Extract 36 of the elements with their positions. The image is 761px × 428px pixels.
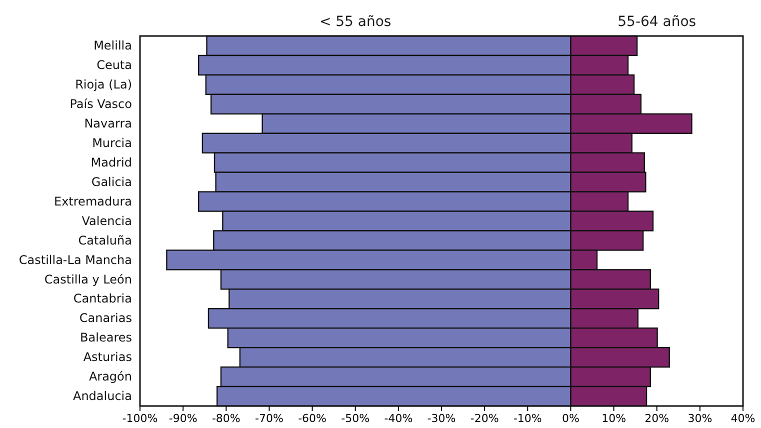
y-tick-label: Murcia	[92, 136, 132, 150]
y-tick-label: Cataluña	[78, 233, 132, 248]
y-tick-label: Canarias	[79, 311, 132, 326]
x-tick-label: 0%	[562, 412, 580, 425]
y-tick-label: País Vasco	[70, 97, 132, 111]
x-tick-label: -80%	[212, 412, 240, 425]
y-tick-label: Castilla y León	[44, 272, 132, 286]
x-tick-label: -100%	[122, 412, 158, 425]
series-label: < 55 años	[319, 14, 392, 30]
y-tick-label: Andalucia	[72, 389, 132, 404]
y-tick-label: Extremadura	[54, 194, 132, 208]
x-tick-label: 30%	[688, 412, 712, 425]
y-tick-label: Valencia	[82, 214, 132, 228]
series-label: 55-64 años	[618, 14, 696, 30]
x-tick-label: -20%	[470, 412, 499, 425]
y-tick-label: Ceuta	[96, 58, 132, 72]
y-tick-label: Baleares	[80, 330, 132, 345]
x-tick-label: -70%	[255, 412, 284, 425]
x-tick-label: -40%	[384, 412, 413, 425]
y-tick-label: Aragón	[88, 370, 132, 384]
y-tick-label: Galicia	[91, 174, 132, 189]
x-tick-label: 10%	[602, 412, 626, 425]
x-tick-label: -90%	[168, 412, 198, 425]
y-tick-label: Castilla-La Mancha	[18, 252, 132, 267]
x-tick-label: -50%	[341, 412, 370, 425]
x-tick-label: 20%	[644, 412, 670, 425]
x-tick-label: -10%	[513, 412, 542, 425]
x-tick-label: -30%	[427, 412, 456, 425]
y-tick-label: Cantabria	[73, 292, 132, 306]
y-tick-label: Navarra	[84, 116, 132, 130]
x-tick-label: -60%	[298, 412, 326, 425]
x-tick-label: 40%	[730, 412, 756, 425]
y-tick-label: Rioja (La)	[75, 78, 132, 92]
y-tick-label: Melilla	[94, 38, 132, 53]
y-tick-label: Madrid	[90, 155, 132, 170]
y-tick-label: Asturias	[83, 350, 132, 364]
